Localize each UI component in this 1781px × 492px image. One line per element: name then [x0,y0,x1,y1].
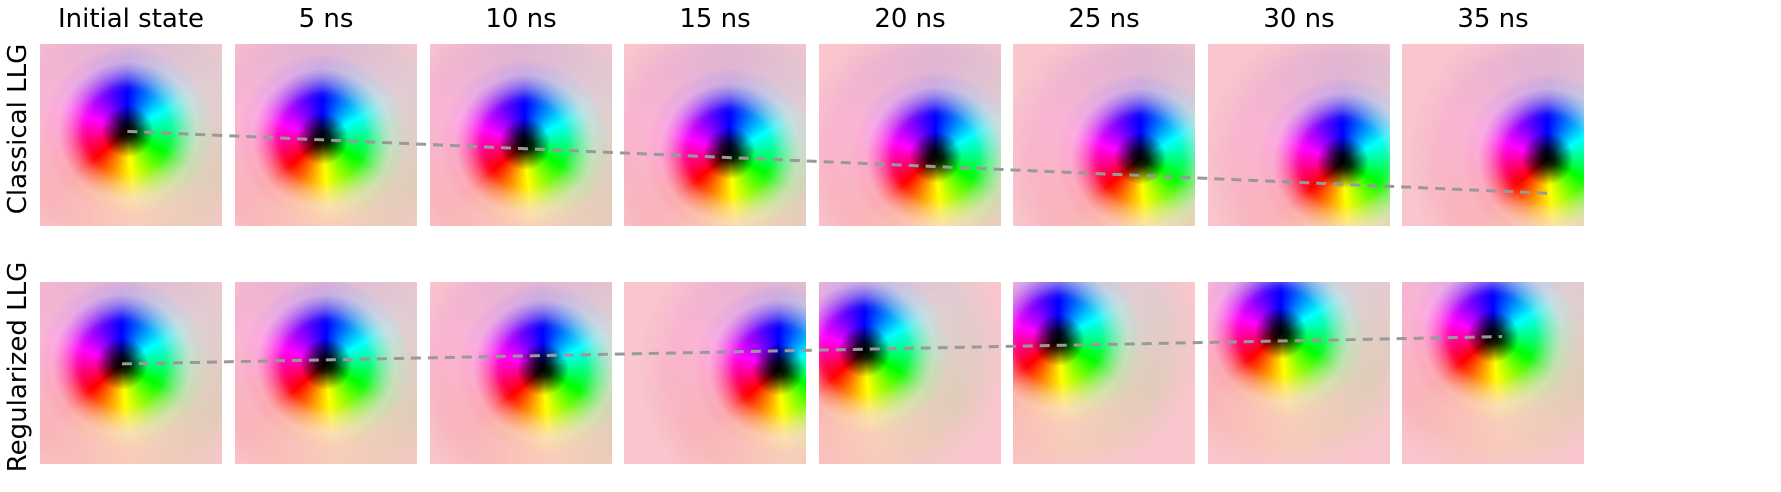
vortex-panel [1208,44,1390,226]
vortex-fade [40,282,222,464]
vortex-panel [430,44,612,226]
vortex-panel [1013,44,1195,226]
vortex-fade [1013,44,1195,226]
vortex-panel [430,282,612,464]
column-label-15ns: 15 ns [679,4,751,34]
column-label-20ns: 20 ns [874,4,946,34]
vortex-fade [624,282,806,464]
vortex-panel [235,282,417,464]
vortex-panel [1402,44,1584,226]
vortex-fade [430,282,612,464]
vortex-fade [235,282,417,464]
vortex-fade [235,44,417,226]
vortex-panel [40,282,222,464]
column-label-initial: Initial state [57,4,205,34]
column-label-25ns: 25 ns [1068,4,1140,34]
vortex-panel [1013,282,1195,464]
vortex-fade [1402,282,1584,464]
vortex-panel [624,44,806,226]
vortex-panel [624,282,806,464]
vortex-panel [235,44,417,226]
column-label-5ns: 5 ns [298,4,354,34]
vortex-fade [1208,282,1390,464]
vortex-fade [624,44,806,226]
vortex-fade [1402,44,1584,226]
vortex-fade [40,44,222,226]
vortex-fade [819,282,1001,464]
vortex-panel [1208,282,1390,464]
column-label-35ns: 35 ns [1457,4,1529,34]
vortex-fade [819,44,1001,226]
vortex-fade [430,44,612,226]
trajectory-line-regularized [121,335,1503,366]
vortex-panel [819,282,1001,464]
vortex-panel [1402,282,1584,464]
column-label-30ns: 30 ns [1263,4,1335,34]
vortex-fade [1013,282,1195,464]
vortex-panel [819,44,1001,226]
trajectory-line-classical [127,129,1548,195]
column-label-10ns: 10 ns [485,4,557,34]
vortex-fade [1208,44,1390,226]
vortex-panel [40,44,222,226]
